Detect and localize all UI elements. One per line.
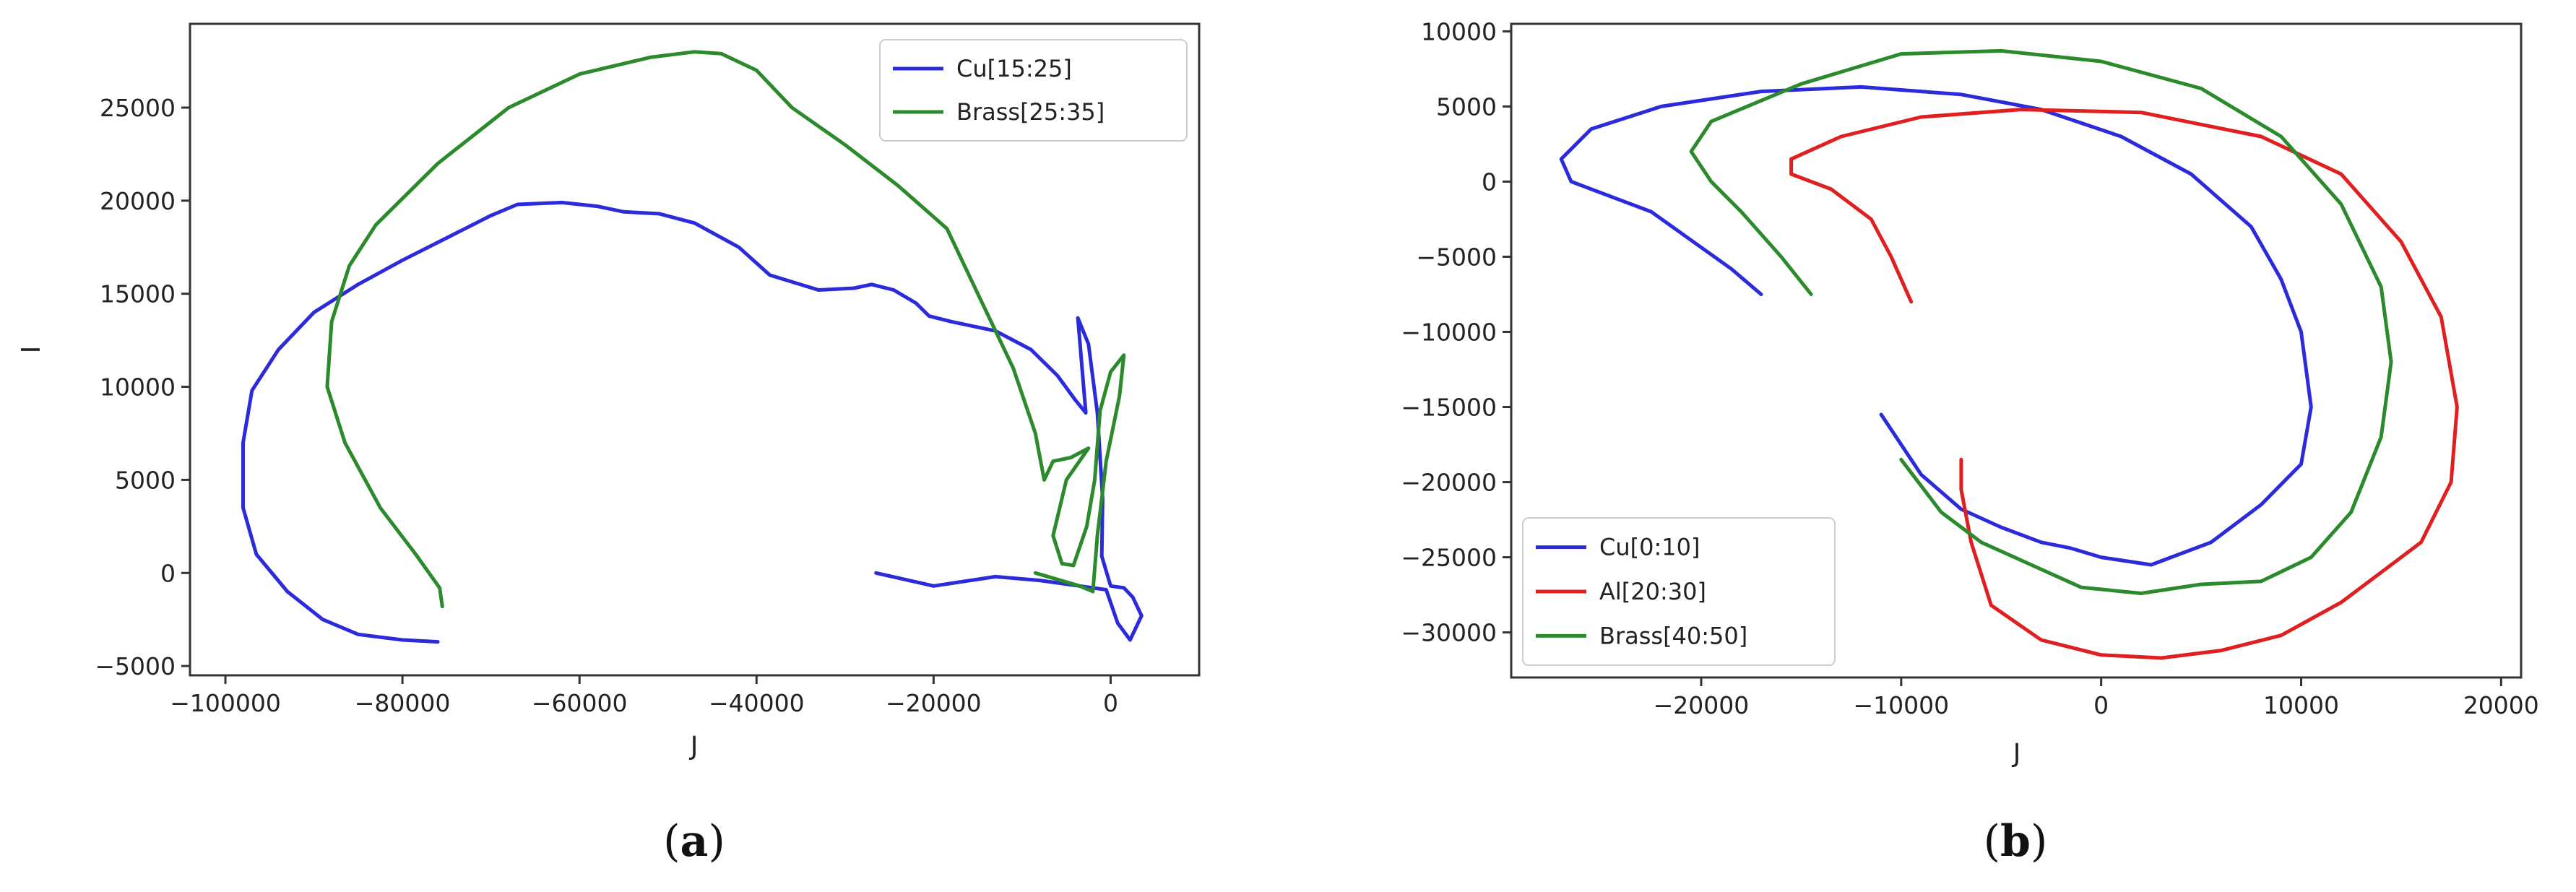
panel-a-y-tick-label-2: 5000: [115, 466, 176, 494]
panel-b-caption: (b): [1984, 816, 2048, 867]
panel-b-y-tick-label-4: −10000: [1401, 318, 1497, 346]
panel-b-legend-label-2: Brass[40:50]: [1599, 622, 1747, 649]
panel-a-ticks: −100000 −80000 −60000 −40000 −20000 0 −5000 0 50…: [95, 94, 1118, 717]
panel-b-series-line-1: [1789, 108, 2459, 660]
panel-a-chart: −100000 −80000 −60000 −40000 −20000 0 −5000 0 50…: [17, 22, 1201, 867]
panel-a-x-axis-label: J: [689, 732, 699, 761]
panel-a-x-tick-label-1: −80000: [355, 689, 451, 717]
panel-b-y-tick-label-0: −30000: [1401, 619, 1497, 647]
panel-a-y-tick-label-5: 20000: [100, 187, 176, 215]
panel-a-y-tick-label-0: −5000: [95, 652, 176, 680]
panel-a-y-tick-label-6: 25000: [100, 94, 176, 122]
panel-b-chart: −20000 −10000 0 10000 20000 −30000 −25000 −2000…: [1401, 17, 2538, 867]
panel-a-y-tick-label-3: 10000: [100, 373, 176, 402]
panel-a-legend-label-1: Brass[25:35]: [956, 98, 1105, 126]
panel-b-x-axis-label: J: [2012, 739, 2021, 768]
panel-b-ticks: −20000 −10000 0 10000 20000 −30000 −25000 −2000…: [1401, 17, 2538, 719]
panel-b-series-line-2: [1689, 48, 2393, 595]
panel-a-x-tick-label-0: −100000: [170, 689, 281, 717]
panel-b-y-tick-label-6: 0: [1482, 168, 1497, 196]
panel-b-x-tick-label-4: 20000: [2463, 691, 2539, 719]
panel-b-x-tick-label-3: 10000: [2263, 691, 2339, 719]
panel-a-caption-letter: a: [680, 816, 709, 867]
panel-b-y-tick-label-2: −20000: [1401, 469, 1497, 497]
panel-a-y-tick-label-4: 15000: [100, 280, 176, 308]
panel-a-y-axis-label: I: [17, 346, 46, 354]
panel-a-x-tick-label-5: 0: [1103, 689, 1118, 717]
panel-a-series-line-0: [241, 200, 1144, 644]
panel-b-series-lines: [1559, 48, 2459, 660]
panel-b-legend-label-1: Al[20:30]: [1599, 578, 1706, 605]
panel-b-y-tick-label-8: 10000: [1421, 17, 1497, 46]
panel-a-series-line-1: [325, 50, 1126, 609]
panel-a-x-tick-label-2: −60000: [532, 689, 628, 717]
panel-a-x-tick-label-3: −40000: [709, 689, 805, 717]
panel-b-x-tick-label-1: −10000: [1854, 691, 1950, 719]
panel-a-plot-frame: [189, 22, 1201, 677]
panel-a-y-tick-label-1: 0: [160, 559, 176, 587]
panel-b-x-tick-label-2: 0: [2093, 691, 2109, 719]
panel-b-plot-frame: [1510, 22, 2523, 679]
panel-a-caption: (a): [663, 816, 725, 867]
panel-a-x-tick-label-4: −20000: [886, 689, 982, 717]
panel-b-y-tick-label-1: −25000: [1401, 544, 1497, 572]
panel-b-legend-label-0: Cu[0:10]: [1599, 534, 1700, 561]
panel-b-y-tick-label-5: −5000: [1416, 243, 1497, 271]
panel-b-y-tick-label-7: 5000: [1436, 92, 1497, 121]
panel-a-series-lines: [241, 50, 1144, 644]
panel-b-x-tick-label-0: −20000: [1654, 691, 1750, 719]
panel-b-legend-box: [1522, 517, 1836, 666]
panel-a-legend-box: [879, 39, 1188, 142]
panel-b-caption-letter: b: [2000, 816, 2031, 867]
panel-b-series-line-0: [1559, 85, 2313, 567]
panel-b-legend: Cu[0:10] Al[20:30] Brass[40:50]: [1522, 517, 1836, 666]
panel-b-y-tick-label-3: −15000: [1401, 394, 1497, 422]
panel-a-legend: Cu[15:25] Brass[25:35]: [879, 39, 1188, 142]
panel-a-legend-label-0: Cu[15:25]: [956, 55, 1072, 82]
